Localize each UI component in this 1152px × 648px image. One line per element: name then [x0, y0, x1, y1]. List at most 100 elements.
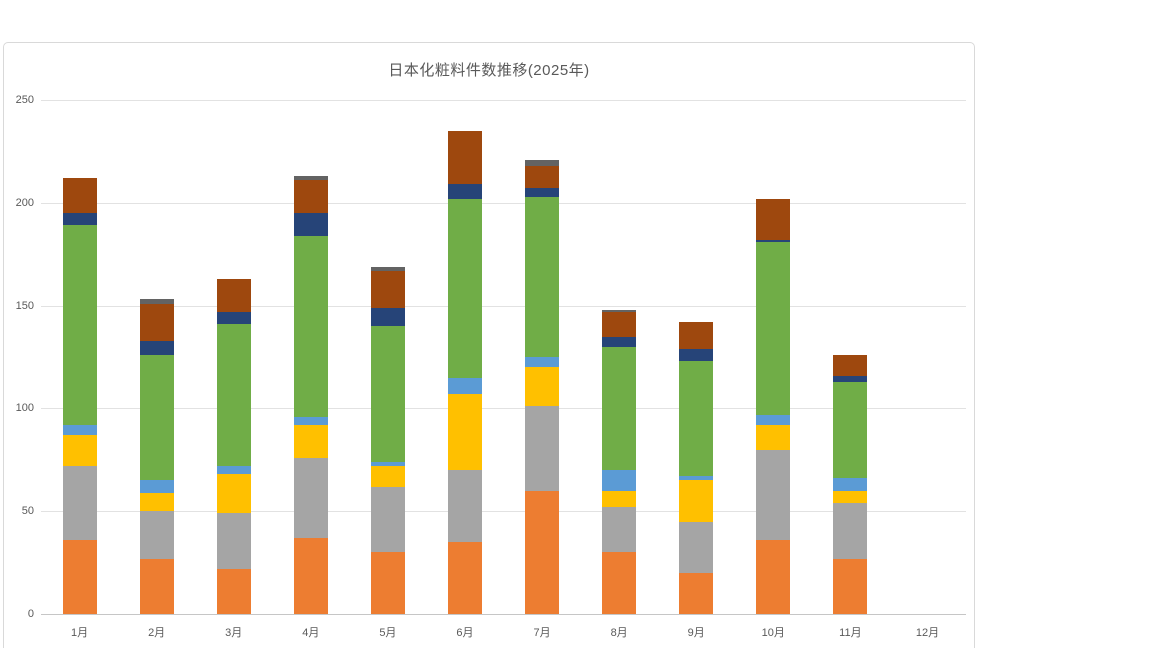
bar-segment-series-5-green[interactable] [525, 196, 560, 358]
stacked-bar-9月[interactable] [679, 322, 714, 614]
bar-segment-series-8-darkgray[interactable] [602, 309, 637, 312]
gridline-100: 100 [16, 402, 966, 414]
bar-segment-series-1-orange[interactable] [447, 542, 482, 614]
bar-segment-series-2-gray[interactable] [602, 507, 637, 553]
stacked-bar-1月[interactable] [62, 178, 97, 614]
bar-segment-series-5-green[interactable] [679, 361, 714, 477]
bar-segment-series-1-orange[interactable] [525, 490, 560, 614]
bar-segment-series-6-darkblue[interactable] [139, 340, 174, 355]
bar-segment-series-3-yellow[interactable] [679, 480, 714, 522]
bar-segment-series-6-darkblue[interactable] [62, 213, 97, 226]
bar-segment-series-6-darkblue[interactable] [370, 307, 405, 327]
bar-segment-series-5-green[interactable] [833, 381, 868, 479]
bar-segment-series-3-yellow[interactable] [525, 367, 560, 407]
bar-segment-series-5-green[interactable] [293, 235, 328, 417]
bar-segment-series-2-gray[interactable] [139, 511, 174, 559]
bar-segment-series-1-orange[interactable] [602, 552, 637, 614]
bar-segment-series-6-darkblue[interactable] [216, 311, 251, 325]
bar-segment-series-7-darkorange[interactable] [679, 322, 714, 349]
bar-segment-series-4-lightblue[interactable] [216, 466, 251, 475]
bar-segment-series-5-green[interactable] [447, 198, 482, 378]
bar-segment-series-1-orange[interactable] [370, 552, 405, 614]
x-axis-label-9: 9月 [687, 627, 705, 639]
bar-segment-series-2-gray[interactable] [833, 503, 868, 559]
bar-segment-series-2-gray[interactable] [679, 521, 714, 573]
stacked-bar-3月[interactable] [216, 278, 251, 614]
bar-segment-series-7-darkorange[interactable] [216, 278, 251, 312]
bar-segment-series-2-gray[interactable] [525, 406, 560, 491]
bar-segment-series-1-orange[interactable] [679, 572, 714, 614]
bar-segment-series-2-gray[interactable] [756, 449, 791, 540]
gridline-50: 50 [22, 505, 966, 517]
bar-segment-series-8-darkgray[interactable] [293, 176, 328, 181]
bar-segment-series-4-lightblue[interactable] [756, 414, 791, 425]
bar-segment-series-3-yellow[interactable] [139, 492, 174, 512]
bar-segment-series-3-yellow[interactable] [602, 490, 637, 508]
bar-segment-series-7-darkorange[interactable] [139, 303, 174, 341]
y-axis-label-0: 0 [27, 608, 34, 620]
bar-segment-series-6-darkblue[interactable] [679, 348, 714, 362]
bar-segment-series-2-gray[interactable] [62, 465, 97, 540]
bar-segment-series-7-darkorange[interactable] [833, 355, 868, 376]
bar-segment-series-3-yellow[interactable] [216, 474, 251, 514]
bar-segment-series-5-green[interactable] [62, 225, 97, 425]
bar-segment-series-4-lightblue[interactable] [679, 476, 714, 481]
bar-segment-series-2-gray[interactable] [370, 486, 405, 553]
chart-frame[interactable]: 日本化粧料件数推移(2025年) 0 50 100 150 200 250 1月 2月 3月 4月… [3, 42, 975, 648]
bar-segment-series-1-orange[interactable] [833, 558, 868, 614]
bar-segment-series-7-darkorange[interactable] [62, 178, 97, 214]
bar-segment-series-6-darkblue[interactable] [602, 336, 637, 347]
stacked-bar-2月[interactable] [139, 299, 174, 614]
bar-segment-series-8-darkgray[interactable] [525, 159, 560, 166]
bar-segment-series-8-darkgray[interactable] [139, 299, 174, 304]
bar-segment-series-3-yellow[interactable] [370, 466, 405, 487]
bar-segment-series-3-yellow[interactable] [293, 424, 328, 458]
bar-segment-series-5-green[interactable] [216, 324, 251, 466]
stacked-bar-11月[interactable] [833, 355, 868, 614]
bar-segment-series-2-gray[interactable] [216, 513, 251, 569]
bar-segment-series-4-lightblue[interactable] [139, 480, 174, 493]
bar-segment-series-8-darkgray[interactable] [370, 266, 405, 271]
bar-segment-series-4-lightblue[interactable] [370, 461, 405, 466]
bar-segment-series-4-lightblue[interactable] [602, 470, 637, 491]
bar-segment-series-6-darkblue[interactable] [293, 213, 328, 236]
bar-segment-series-1-orange[interactable] [62, 539, 97, 614]
stacked-bar-5月[interactable] [370, 266, 405, 614]
bar-segment-series-4-lightblue[interactable] [525, 357, 560, 368]
stacked-bar-8月[interactable] [602, 309, 637, 614]
bar-segment-series-5-green[interactable] [370, 326, 405, 462]
bar-segment-series-7-darkorange[interactable] [370, 270, 405, 308]
bar-segment-series-3-yellow[interactable] [62, 435, 97, 466]
stacked-bar-6月[interactable] [447, 130, 482, 614]
bar-segment-series-2-gray[interactable] [293, 457, 328, 538]
bar-segment-series-3-yellow[interactable] [447, 394, 482, 471]
bar-segment-series-6-darkblue[interactable] [756, 239, 791, 242]
bar-segment-series-7-darkorange[interactable] [756, 198, 791, 240]
bar-segment-series-4-lightblue[interactable] [293, 416, 328, 425]
stacked-bar-7月[interactable] [525, 159, 560, 614]
bar-segment-series-1-orange[interactable] [139, 558, 174, 614]
bar-segment-series-5-green[interactable] [602, 346, 637, 471]
bar-segment-series-7-darkorange[interactable] [602, 311, 637, 337]
bar-segment-series-6-darkblue[interactable] [525, 188, 560, 197]
bar-segment-series-7-darkorange[interactable] [525, 165, 560, 189]
stacked-bar-10月[interactable] [756, 198, 791, 614]
bar-segment-series-1-orange[interactable] [293, 537, 328, 614]
bar-segment-series-5-green[interactable] [139, 354, 174, 481]
bar-segment-series-2-gray[interactable] [447, 470, 482, 543]
x-axis-label-11: 11月 [839, 627, 862, 639]
bar-segment-series-4-lightblue[interactable] [833, 478, 868, 491]
stacked-bar-4月[interactable] [293, 176, 328, 614]
bar-segment-series-5-green[interactable] [756, 241, 791, 415]
bar-segment-series-7-darkorange[interactable] [293, 180, 328, 214]
bar-segment-series-3-yellow[interactable] [756, 424, 791, 450]
bar-segment-series-6-darkblue[interactable] [833, 375, 868, 382]
bar-segment-series-1-orange[interactable] [756, 539, 791, 614]
bar-segment-series-4-lightblue[interactable] [447, 377, 482, 395]
bar-segment-series-4-lightblue[interactable] [62, 424, 97, 436]
bar-segment-series-6-darkblue[interactable] [447, 184, 482, 199]
bar-segment-series-1-orange[interactable] [216, 568, 251, 614]
bar-segment-series-3-yellow[interactable] [833, 490, 868, 503]
bar-segment-series-7-darkorange[interactable] [447, 130, 482, 185]
